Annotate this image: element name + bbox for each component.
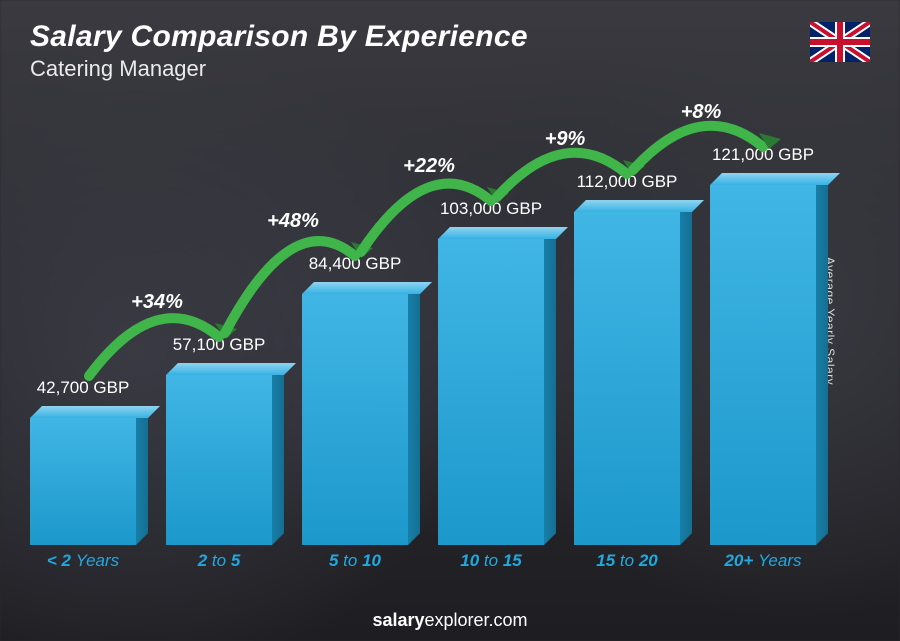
credit-bold: salary	[372, 610, 424, 630]
bar-front	[710, 185, 816, 545]
infographic-stage: Salary Comparison By Experience Catering…	[0, 0, 900, 641]
bar	[710, 185, 828, 545]
bar-value-label: 84,400 GBP	[302, 254, 408, 274]
bar-front	[166, 375, 272, 545]
bar	[302, 294, 420, 545]
bar-slot: 112,000 GBP 15 to 20	[574, 110, 692, 571]
bar-side	[544, 227, 556, 545]
bar-slot: 121,000 GBP 20+ Years	[710, 110, 828, 571]
credit-rest: explorer.com	[425, 610, 528, 630]
bar-top	[302, 282, 432, 294]
bar	[166, 375, 284, 545]
increase-pct-label: +8%	[666, 101, 736, 124]
chart-subtitle: Catering Manager	[30, 56, 528, 82]
bar-front	[302, 294, 408, 545]
bar-slot: 57,100 GBP 2 to 5	[166, 110, 284, 571]
bar-value-label: 112,000 GBP	[574, 172, 680, 192]
bar-side	[408, 282, 420, 545]
bar	[438, 239, 556, 545]
bar-slot: 103,000 GBP 10 to 15	[438, 110, 556, 571]
bar-top	[574, 200, 704, 212]
bar	[30, 418, 148, 545]
bar-top	[710, 173, 840, 185]
title-block: Salary Comparison By Experience Catering…	[30, 20, 528, 82]
increase-pct-label: +48%	[258, 210, 328, 233]
bar-front	[438, 239, 544, 545]
bar-side	[136, 406, 148, 545]
bar-value-label: 103,000 GBP	[438, 199, 544, 219]
increase-pct-label: +34%	[122, 291, 192, 314]
bar-category-label: < 2 Years	[30, 551, 136, 571]
bar-top	[166, 363, 296, 375]
bar-slot: 84,400 GBP 5 to 10	[302, 110, 420, 571]
bar-category-label: 5 to 10	[302, 551, 408, 571]
bar-side	[816, 173, 828, 545]
bar	[574, 212, 692, 545]
increase-pct-label: +22%	[394, 155, 464, 178]
bar-value-label: 42,700 GBP	[30, 378, 136, 398]
bar-value-label: 121,000 GBP	[710, 145, 816, 165]
salary-bar-chart: 42,700 GBP < 2 Years 57,100 GBP 2 to 5 84,40…	[30, 110, 850, 571]
uk-flag-icon	[810, 22, 870, 62]
bar-front	[30, 418, 136, 545]
bar-category-label: 15 to 20	[574, 551, 680, 571]
bar-top	[438, 227, 568, 239]
bar-value-label: 57,100 GBP	[166, 335, 272, 355]
increase-pct-label: +9%	[530, 128, 600, 151]
bar-slot: 42,700 GBP < 2 Years	[30, 110, 148, 571]
source-credit: salaryexplorer.com	[372, 610, 527, 631]
chart-title: Salary Comparison By Experience	[30, 20, 528, 54]
bar-side	[272, 363, 284, 545]
bar-category-label: 10 to 15	[438, 551, 544, 571]
bar-top	[30, 406, 160, 418]
bar-category-label: 2 to 5	[166, 551, 272, 571]
bar-front	[574, 212, 680, 545]
bar-category-label: 20+ Years	[710, 551, 816, 571]
bar-side	[680, 200, 692, 545]
